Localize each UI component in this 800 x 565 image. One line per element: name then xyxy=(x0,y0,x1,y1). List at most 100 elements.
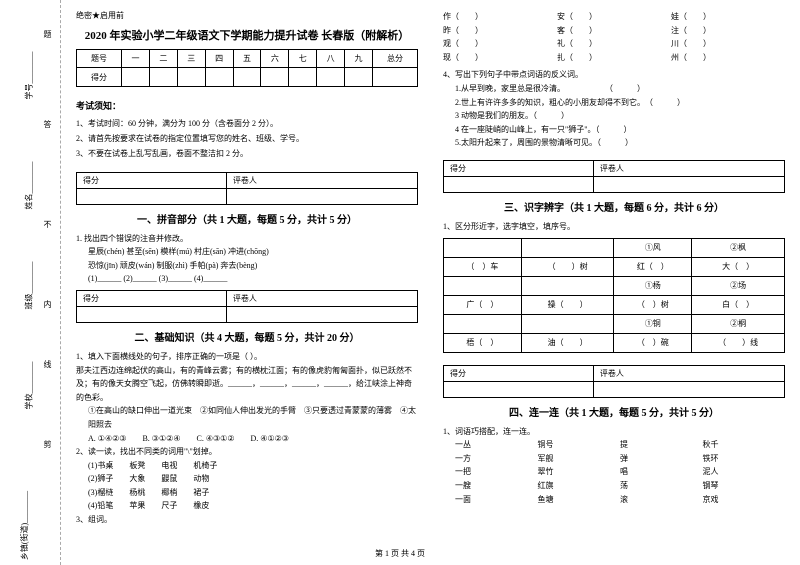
score-cell[interactable] xyxy=(233,68,261,87)
margin-id: 学号________ xyxy=(24,52,35,100)
m-1-2: 弹 xyxy=(620,452,703,466)
s2-q1: 1、填入下面横线处的句子，排序正确的一项是（ ）。 xyxy=(76,350,418,364)
ms-blank[interactable] xyxy=(77,306,227,322)
q4-s5: 5.太阳升起来了，周围的景物清晰可见。（ ） xyxy=(455,136,785,150)
c1d: 大（ ） xyxy=(692,257,785,276)
ms-blank[interactable] xyxy=(226,306,417,322)
m-2-3: 泥人 xyxy=(703,465,786,479)
q4-s3: 3 动物是我们的朋友。（ ） xyxy=(455,109,785,123)
s2-para: 那夫江西边连绵起伏的高山，有的青峰云雾；有的横枕江面；有的像虎豹匍匐面扑，似已跃… xyxy=(76,364,418,405)
score-cell[interactable] xyxy=(205,68,233,87)
q4-stem: 4、写出下列句子中带点词语的反义词。 xyxy=(443,68,785,82)
margin-school: 学校________ xyxy=(24,362,35,410)
m-0-2: 提 xyxy=(620,438,703,452)
notice-title: 考试须知： xyxy=(76,99,418,112)
s2-r4: (4)铅笔 苹果 尺子 橡皮 xyxy=(88,499,418,513)
mini-score-2: 得分评卷人 xyxy=(76,290,418,323)
ms-marker: 评卷人 xyxy=(226,290,417,306)
section-3-title: 三、识字辨字（共 1 大题，每题 6 分，共计 6 分） xyxy=(443,199,785,214)
score-cell[interactable] xyxy=(372,68,417,87)
notice-2: 2、请首先按要求在试卷的指定位置填写您的姓名、班级、学号。 xyxy=(76,131,418,146)
m-0-3: 秋千 xyxy=(703,438,786,452)
ms-blank[interactable] xyxy=(77,188,227,204)
th-total: 总分 xyxy=(372,50,417,68)
notice-1: 1、考试时间：60 分钟，满分为 100 分（含卷面分 2 分）。 xyxy=(76,116,418,131)
m-0-1: 铜号 xyxy=(538,438,621,452)
score-cell[interactable] xyxy=(317,68,345,87)
zc-3b: 礼（ ） xyxy=(557,37,671,51)
th-6: 六 xyxy=(261,50,289,68)
s2-q2: 2、读一读，找出不同类的词用"\"划掉。 xyxy=(76,445,418,459)
ms-blank[interactable] xyxy=(444,381,594,397)
c2d: 白（ ） xyxy=(692,295,785,314)
s2-opts: ①在高山的缺口伸出一道光束 ②如同仙人伸出发光的手臂 ③只要透过青蒙蒙的薄雾 ④… xyxy=(88,404,418,431)
s2-q3: 3、组词。 xyxy=(76,513,418,527)
q1-line3: (1)______ (2)______ (3)______ (4)______ xyxy=(88,272,418,286)
q4-s4: 4 在一座陡峭的山峰上，有一只"狮子"。（ ） xyxy=(455,123,785,137)
m-2-2: 唱 xyxy=(620,465,703,479)
margin-class: 班级________ xyxy=(24,262,35,310)
c3b: 油（ ） xyxy=(521,333,614,352)
c1b: （ ）树 xyxy=(521,257,614,276)
section-2-title: 二、基础知识（共 4 大题，每题 5 分，共计 20 分） xyxy=(76,329,418,344)
m-3-1: 红旗 xyxy=(538,479,621,493)
margin-ti: 题 xyxy=(42,30,53,38)
g1a: ①风 xyxy=(614,238,692,257)
ms-marker: 评卷人 xyxy=(593,160,784,176)
page-footer: 第 1 页 共 4 页 xyxy=(0,548,800,559)
s2-r1: (1)书桌 板凳 电视 机椅子 xyxy=(88,459,418,473)
s4-q1: 1、词语巧搭配，连一连。 xyxy=(443,425,785,439)
ms-score: 得分 xyxy=(77,172,227,188)
m-3-2: 荡 xyxy=(620,479,703,493)
zc-4b: 扎（ ） xyxy=(557,51,671,65)
th-5: 五 xyxy=(233,50,261,68)
ms-score: 得分 xyxy=(77,290,227,306)
score-cell[interactable] xyxy=(177,68,205,87)
g3a: ①铜 xyxy=(614,314,692,333)
ms-blank[interactable] xyxy=(444,176,594,192)
zc-4a: 现（ ） xyxy=(443,51,557,65)
ms-blank[interactable] xyxy=(593,381,784,397)
th-1: 一 xyxy=(122,50,150,68)
score-cell[interactable] xyxy=(149,68,177,87)
ms-blank[interactable] xyxy=(226,188,417,204)
zc-3c: 川（ ） xyxy=(671,37,785,51)
mini-score-1: 得分评卷人 xyxy=(76,172,418,205)
q1-stem: 1. 找出四个错误的注音并修改。 xyxy=(76,232,418,246)
right-column: 作（ ）安（ ）娃（ ） 昨（ ）客（ ）注（ ） 观（ ）礼（ ）川（ ） 现… xyxy=(443,10,785,565)
q1-line2: 恐惊(jīn) 顽皮(wán) 制服(zhì) 手帕(pà) 奔去(bèng) xyxy=(88,259,418,273)
notice-list: 1、考试时间：60 分钟，满分为 100 分（含卷面分 2 分）。 2、请首先按… xyxy=(76,116,418,162)
binding-margin: 乡镇(街道)________ 学校________ 班级________ 姓名_… xyxy=(0,0,61,565)
score-cell[interactable] xyxy=(122,68,150,87)
ms-score: 得分 xyxy=(444,365,594,381)
zc-1c: 娃（ ） xyxy=(671,10,785,24)
score-cell[interactable] xyxy=(345,68,373,87)
q4-s1: 1.从早到晚，家里总是很冷清。 （ ） xyxy=(455,82,785,96)
s2-r2: (2)狮子 大象 鼹鼠 动物 xyxy=(88,472,418,486)
score-cell[interactable] xyxy=(289,68,317,87)
m-1-1: 军舰 xyxy=(538,452,621,466)
zc-2b: 客（ ） xyxy=(557,24,671,38)
ms-marker: 评卷人 xyxy=(593,365,784,381)
m-4-3: 京戏 xyxy=(703,493,786,507)
m-4-1: 鱼塘 xyxy=(538,493,621,507)
score-table: 题号 一 二 三 四 五 六 七 八 九 总分 得分 xyxy=(76,49,418,87)
m-0-0: 一丛 xyxy=(455,438,538,452)
margin-bu: 不 xyxy=(42,220,53,228)
char-table: ①风②枫 （ ）车（ ）树红（ ）大（ ） ①杨②场 广（ ）操（ ）（ ）树白… xyxy=(443,238,785,353)
c2a: 广（ ） xyxy=(444,295,522,314)
score-cell[interactable] xyxy=(261,68,289,87)
c1a: （ ）车 xyxy=(444,257,522,276)
ms-blank[interactable] xyxy=(593,176,784,192)
g2a: ①杨 xyxy=(614,276,692,295)
s2-r3: (3)榴梿 杨桃 椰梢 裙子 xyxy=(88,486,418,500)
th-9: 九 xyxy=(345,50,373,68)
left-column: 绝密★启用前 2020 年实验小学二年级语文下学期能力提升试卷 长春版（附解析）… xyxy=(76,10,418,565)
mini-score-4: 得分评卷人 xyxy=(443,365,785,398)
notice-3: 3、不要在试卷上乱写乱画，卷面不整洁扣 2 分。 xyxy=(76,146,418,161)
zc-2c: 注（ ） xyxy=(671,24,785,38)
th-2: 二 xyxy=(149,50,177,68)
ms-score: 得分 xyxy=(444,160,594,176)
c3a: 梧（ ） xyxy=(444,333,522,352)
zc-2a: 昨（ ） xyxy=(443,24,557,38)
